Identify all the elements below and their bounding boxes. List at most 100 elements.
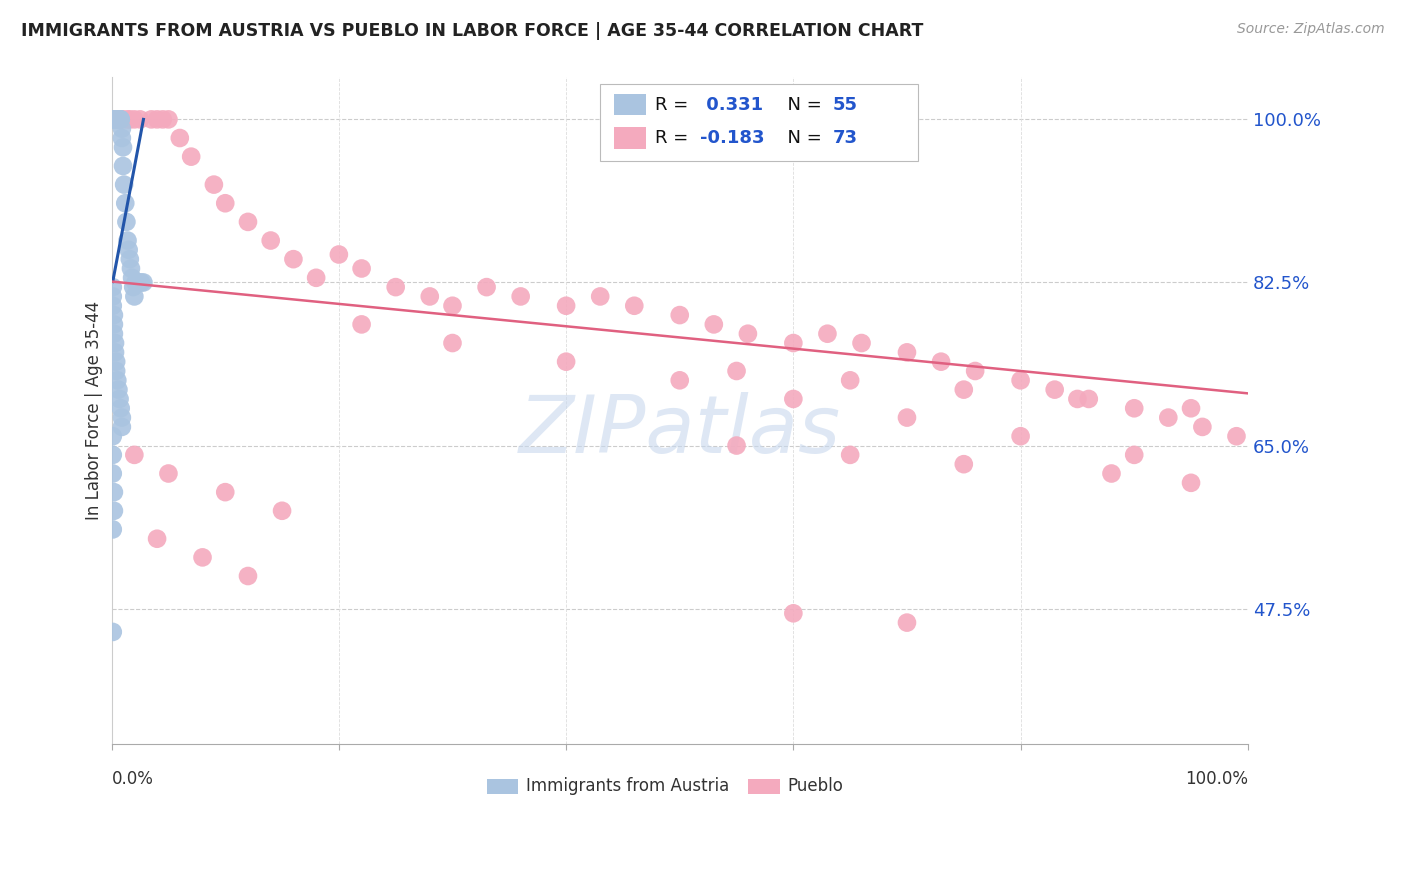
Point (475, 280, 498, 294)
Point (157, 467, 180, 481)
Point (169, 131, 191, 145)
Point (1180, 401, 1202, 416)
Point (180, 150, 202, 164)
Point (124, 289, 146, 303)
Point (1077, 392, 1099, 406)
Point (103, 504, 125, 518)
Point (146, 112, 169, 127)
Point (101, 299, 124, 313)
Point (104, 112, 127, 127)
Point (350, 261, 373, 276)
Text: 100.0%: 100.0% (1185, 771, 1249, 789)
Text: -0.183: -0.183 (700, 129, 765, 147)
Point (124, 448, 146, 462)
Point (1010, 429, 1032, 443)
FancyBboxPatch shape (748, 779, 780, 794)
Point (668, 373, 690, 387)
Point (107, 112, 129, 127)
Point (441, 336, 464, 351)
Point (103, 318, 125, 332)
Point (839, 373, 862, 387)
Point (101, 448, 124, 462)
FancyBboxPatch shape (486, 779, 519, 794)
Point (236, 215, 259, 229)
Point (782, 336, 804, 351)
Point (117, 112, 139, 127)
Text: 73: 73 (834, 129, 858, 147)
Point (101, 280, 124, 294)
Point (555, 299, 578, 313)
Point (105, 364, 128, 378)
Text: N =: N = (776, 129, 828, 147)
Point (146, 532, 169, 546)
Point (105, 354, 128, 368)
Point (125, 276, 148, 290)
Point (839, 448, 862, 462)
Text: 0.0%: 0.0% (111, 771, 153, 789)
Point (952, 457, 974, 471)
Point (851, 336, 873, 351)
Point (101, 429, 124, 443)
Point (117, 234, 139, 248)
Point (1123, 448, 1146, 462)
Point (101, 523, 124, 537)
Point (103, 308, 125, 322)
Point (929, 354, 952, 368)
Point (1123, 401, 1146, 416)
Point (104, 345, 127, 359)
Point (112, 178, 135, 192)
Point (419, 289, 441, 303)
Point (105, 112, 128, 127)
Point (114, 196, 136, 211)
Point (111, 420, 134, 434)
Text: ZIPatlas: ZIPatlas (519, 392, 841, 469)
Point (896, 345, 918, 359)
Point (350, 318, 373, 332)
Point (103, 326, 125, 341)
Point (108, 112, 131, 127)
Point (441, 299, 464, 313)
Point (1101, 467, 1123, 481)
Point (105, 112, 128, 127)
Point (110, 401, 132, 416)
Point (128, 276, 150, 290)
Point (121, 270, 143, 285)
Point (103, 112, 125, 127)
Point (111, 140, 134, 154)
Point (589, 289, 612, 303)
Point (107, 383, 129, 397)
Point (104, 336, 127, 351)
Point (111, 131, 134, 145)
Point (110, 112, 132, 127)
Text: Source: ZipAtlas.com: Source: ZipAtlas.com (1237, 22, 1385, 37)
Point (111, 159, 134, 173)
Point (115, 215, 138, 229)
Text: R =: R = (655, 95, 693, 114)
Point (129, 276, 152, 290)
Text: 55: 55 (834, 95, 858, 114)
Point (124, 112, 146, 127)
Point (896, 615, 918, 630)
Point (305, 270, 328, 285)
Text: R =: R = (655, 129, 693, 147)
Text: Pueblo: Pueblo (787, 778, 844, 796)
Point (110, 112, 132, 127)
Point (1043, 383, 1066, 397)
Point (952, 383, 974, 397)
Point (120, 261, 142, 276)
Point (191, 550, 214, 565)
Point (703, 318, 725, 332)
Point (1225, 429, 1247, 443)
Point (101, 467, 124, 481)
Point (111, 121, 134, 136)
Point (111, 410, 134, 425)
Point (328, 247, 350, 261)
Point (817, 326, 839, 341)
Point (118, 252, 141, 267)
Text: 0.331: 0.331 (700, 95, 763, 114)
Point (105, 112, 128, 127)
Point (214, 196, 236, 211)
Point (157, 112, 180, 127)
Point (236, 569, 259, 583)
Point (118, 112, 141, 127)
